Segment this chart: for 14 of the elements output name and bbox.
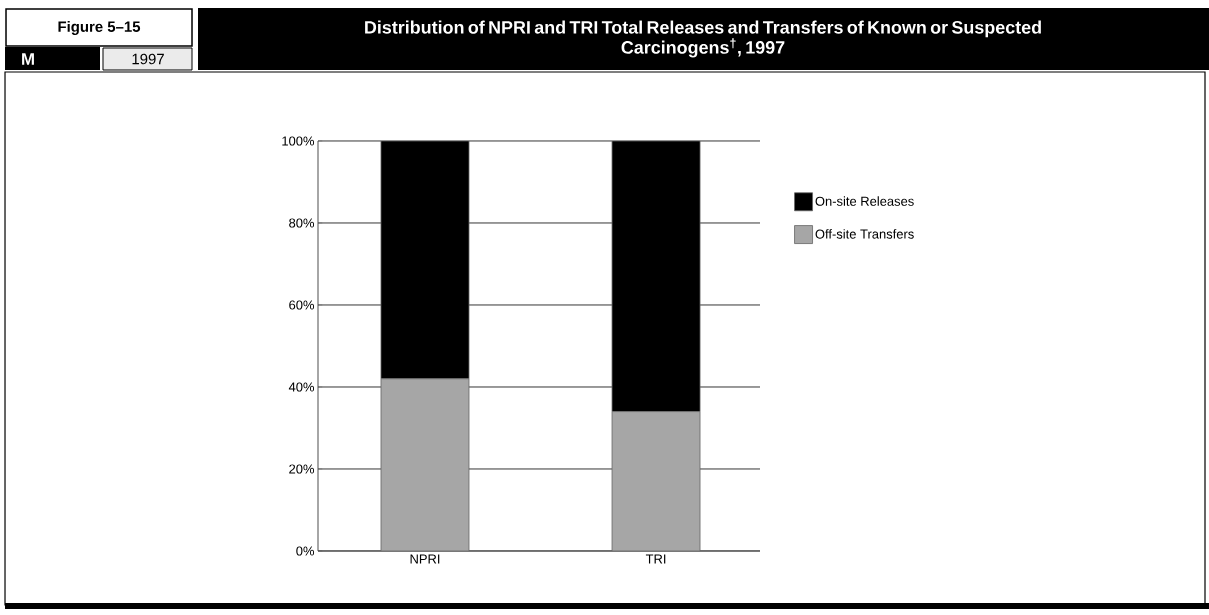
y-tick-label: 60%	[289, 300, 315, 310]
y-tick-label: 0%	[296, 546, 315, 556]
caption: Figure 5–15	[58, 20, 141, 35]
x-tick-label: NPRI	[410, 554, 440, 564]
chart-title: Distribution of NPRI and TRI Total Releases and Transfers of Known or Suspected Carcinogens$^{†}$, 1997	[365, 20, 1041, 58]
y-tick-label: 100%	[282, 136, 315, 146]
legend-label: Off-site Transfers	[815, 229, 914, 239]
legend-label: On-site Releases	[815, 196, 914, 206]
y-tick-label: 40%	[288, 382, 315, 392]
text: 1997	[132, 53, 164, 65]
y-tick-label: 20%	[289, 464, 315, 474]
y-tick-label: 80%	[289, 218, 315, 228]
x-tick-label: TRI	[645, 554, 666, 564]
text: M	[22, 53, 34, 65]
